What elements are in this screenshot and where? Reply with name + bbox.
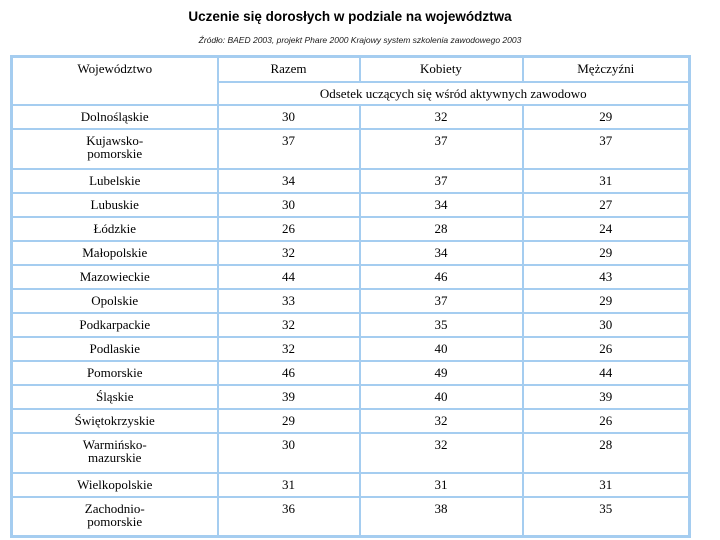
cell-kobiety: 49 xyxy=(358,359,524,386)
cell-razem: 33 xyxy=(216,287,361,314)
cell-razem: 36 xyxy=(216,495,361,538)
column-header-wojewodztwo: Województwo xyxy=(10,55,219,106)
cell-mezczyzni: 44 xyxy=(521,359,691,386)
cell-mezczyzni: 35 xyxy=(521,495,691,538)
cell-razem: 32 xyxy=(216,335,361,362)
cell-wojewodztwo: Dolnośląskie xyxy=(10,103,219,130)
cell-wojewodztwo: Świętokrzyskie xyxy=(10,407,219,434)
cell-kobiety: 31 xyxy=(358,471,524,498)
cell-wojewodztwo: Lubelskie xyxy=(10,167,219,194)
cell-razem: 31 xyxy=(216,471,361,498)
table-row: Dolnośląskie 30 32 29 xyxy=(10,103,691,130)
cell-razem: 39 xyxy=(216,383,361,410)
table-row: Podkarpackie 32 35 30 xyxy=(10,311,691,338)
cell-kobiety: 38 xyxy=(358,495,524,538)
cell-wojewodztwo: Wielkopolskie xyxy=(10,471,219,498)
table-row: Małopolskie 32 34 29 xyxy=(10,239,691,266)
table-row: Podlaskie 32 40 26 xyxy=(10,335,691,362)
cell-razem: 26 xyxy=(216,215,361,242)
cell-wojewodztwo: Małopolskie xyxy=(10,239,219,266)
cell-mezczyzni: 28 xyxy=(521,431,691,474)
table-row: Śląskie 39 40 39 xyxy=(10,383,691,410)
cell-mezczyzni: 27 xyxy=(521,191,691,218)
cell-kobiety: 28 xyxy=(358,215,524,242)
table-row: Wielkopolskie 31 31 31 xyxy=(10,471,691,498)
column-header-razem: Razem xyxy=(216,55,361,83)
cell-razem: 37 xyxy=(216,127,361,170)
cell-razem: 30 xyxy=(216,103,361,130)
subheader-row: Odsetek uczących się wśród aktywnych zaw… xyxy=(12,80,691,106)
cell-kobiety: 34 xyxy=(358,239,524,266)
cell-razem: 44 xyxy=(216,263,361,290)
cell-razem: 32 xyxy=(216,239,361,266)
cell-wojewodztwo: Zachodnio- pomorskie xyxy=(10,495,219,538)
cell-kobiety: 32 xyxy=(358,407,524,434)
cell-wojewodztwo: Opolskie xyxy=(10,287,219,314)
header-row: Województwo Razem Kobiety Mężczyźni xyxy=(10,55,691,106)
cell-mezczyzni: 29 xyxy=(521,103,691,130)
cell-kobiety: 34 xyxy=(358,191,524,218)
cell-kobiety: 37 xyxy=(358,287,524,314)
table-row: Warmińsko- mazurskie 30 32 28 xyxy=(10,431,691,474)
table-row: Mazowieckie 44 46 43 xyxy=(10,263,691,290)
cell-razem: 30 xyxy=(216,431,361,474)
cell-wojewodztwo: Podkarpackie xyxy=(10,311,219,338)
cell-wojewodztwo: Śląskie xyxy=(10,383,219,410)
column-header-kobiety: Kobiety xyxy=(358,55,524,83)
cell-kobiety: 37 xyxy=(358,167,524,194)
cell-mezczyzni: 37 xyxy=(521,127,691,170)
cell-mezczyzni: 29 xyxy=(521,287,691,314)
cell-razem: 46 xyxy=(216,359,361,386)
cell-kobiety: 46 xyxy=(358,263,524,290)
page-title: Uczenie się dorosłych w podziale na woje… xyxy=(188,9,512,24)
table-row: Pomorskie 46 49 44 xyxy=(10,359,691,386)
table-body: Dolnośląskie 30 32 29 Kujawsko- pomorski… xyxy=(10,103,691,538)
cell-wojewodztwo: Pomorskie xyxy=(10,359,219,386)
column-header-mezczyzni: Mężczyźni xyxy=(521,55,691,83)
cell-kobiety: 40 xyxy=(358,335,524,362)
cell-wojewodztwo: Mazowieckie xyxy=(10,263,219,290)
cell-wojewodztwo: Podlaskie xyxy=(10,335,219,362)
cell-kobiety: 37 xyxy=(358,127,524,170)
cell-mezczyzni: 31 xyxy=(521,167,691,194)
cell-wojewodztwo: Lubuskie xyxy=(10,191,219,218)
table-row: Opolskie 33 37 29 xyxy=(10,287,691,314)
cell-mezczyzni: 30 xyxy=(521,311,691,338)
cell-mezczyzni: 39 xyxy=(521,383,691,410)
cell-mezczyzni: 26 xyxy=(521,407,691,434)
cell-kobiety: 35 xyxy=(358,311,524,338)
source-note: Źródło: BAED 2003, projekt Phare 2000 Kr… xyxy=(198,35,522,45)
cell-wojewodztwo: Warmińsko- mazurskie xyxy=(10,431,219,474)
cell-razem: 30 xyxy=(216,191,361,218)
table-row: Kujawsko- pomorskie 37 37 37 xyxy=(10,127,691,170)
voivodeship-learning-table: Województwo Razem Kobiety Mężczyźni Odse… xyxy=(10,55,691,538)
cell-mezczyzni: 43 xyxy=(521,263,691,290)
cell-mezczyzni: 29 xyxy=(521,239,691,266)
table-row: Lubelskie 34 37 31 xyxy=(10,167,691,194)
table-row: Lubuskie 30 34 27 xyxy=(10,191,691,218)
cell-razem: 29 xyxy=(216,407,361,434)
cell-razem: 32 xyxy=(216,311,361,338)
cell-wojewodztwo: Łódzkie xyxy=(10,215,219,242)
table-row: Łódzkie 26 28 24 xyxy=(10,215,691,242)
table-row: Zachodnio- pomorskie 36 38 35 xyxy=(10,495,691,538)
cell-kobiety: 32 xyxy=(358,103,524,130)
table-header: Województwo Razem Kobiety Mężczyźni Odse… xyxy=(10,55,691,106)
table-row: Świętokrzyskie 29 32 26 xyxy=(10,407,691,434)
cell-mezczyzni: 31 xyxy=(521,471,691,498)
subheader-label: Odsetek uczących się wśród aktywnych zaw… xyxy=(216,80,691,106)
cell-kobiety: 32 xyxy=(358,431,524,474)
cell-razem: 34 xyxy=(216,167,361,194)
cell-mezczyzni: 26 xyxy=(521,335,691,362)
cell-wojewodztwo: Kujawsko- pomorskie xyxy=(10,127,219,170)
cell-mezczyzni: 24 xyxy=(521,215,691,242)
cell-kobiety: 40 xyxy=(358,383,524,410)
